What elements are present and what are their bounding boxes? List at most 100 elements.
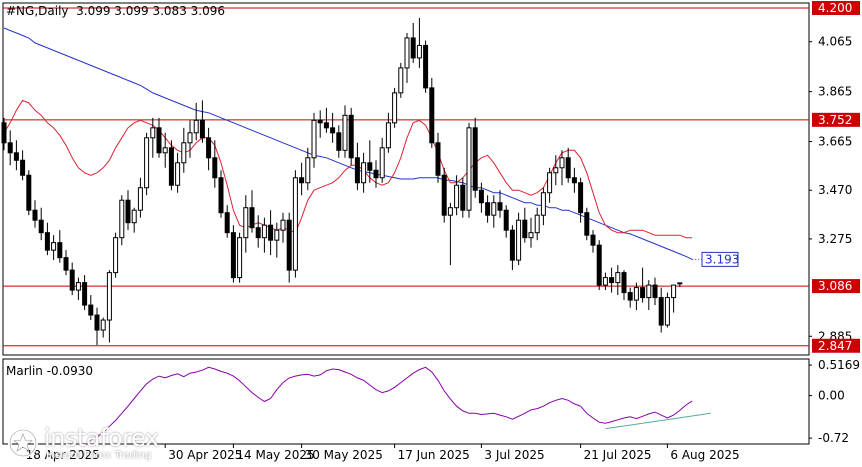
candle xyxy=(478,182,484,213)
candle xyxy=(522,207,528,243)
candle xyxy=(367,140,373,183)
candle xyxy=(404,32,410,83)
candle xyxy=(416,17,422,68)
candle xyxy=(379,137,385,183)
candle xyxy=(82,275,88,311)
candle-body-bear xyxy=(590,234,596,246)
price-level-tag-text: 3.752 xyxy=(818,113,852,127)
candle-body-bear xyxy=(677,282,683,285)
candle xyxy=(410,22,416,63)
candle-body-bull xyxy=(106,272,112,321)
candle-body-bear xyxy=(658,297,664,326)
candle-body-bull xyxy=(447,207,453,216)
candle-body-bull xyxy=(150,127,156,139)
candle xyxy=(224,205,230,238)
x-tick-label: 21 Jul 2025 xyxy=(584,448,652,462)
candle xyxy=(392,87,398,128)
candle-body-bear xyxy=(509,229,515,261)
candle xyxy=(249,190,255,233)
candle-body-bear xyxy=(286,219,292,271)
candle-body-bull xyxy=(187,132,193,144)
candle-body-bear xyxy=(44,232,50,251)
candle-body-bear xyxy=(156,127,162,154)
candle-body-bear xyxy=(249,207,255,229)
logo-wordmark: instaforex xyxy=(44,424,159,452)
candle xyxy=(261,217,267,253)
candle-body-bull xyxy=(137,187,143,211)
candle xyxy=(354,142,360,191)
candle xyxy=(94,307,100,346)
candle xyxy=(528,217,534,248)
candle-body-bull xyxy=(398,67,404,94)
indicator-tick-label: 0.00 xyxy=(818,389,845,403)
candle-body-bull xyxy=(633,287,639,301)
candle xyxy=(361,152,367,193)
candle-body-bear xyxy=(69,269,75,291)
candle-body-bear xyxy=(88,304,94,316)
candle xyxy=(113,232,119,278)
candle xyxy=(88,295,94,321)
candle xyxy=(323,107,329,133)
candle-body-bear xyxy=(596,244,602,286)
candle-body-bear xyxy=(32,209,38,221)
candle xyxy=(454,175,460,216)
candle-body-bull xyxy=(454,184,460,209)
candle-body-bear xyxy=(485,202,491,216)
main-pane-frame xyxy=(2,2,810,356)
candle-body-bear xyxy=(336,132,342,151)
candle xyxy=(503,205,509,238)
candle-body-bear xyxy=(323,122,329,129)
candle xyxy=(621,270,627,301)
candle-body-bear xyxy=(26,174,32,211)
candle-body-bull xyxy=(559,157,565,169)
candle-body-bull xyxy=(131,209,137,224)
candle-body-bear xyxy=(354,157,360,184)
candle-body-bear xyxy=(125,199,131,224)
candle xyxy=(330,112,336,143)
candle xyxy=(20,150,26,181)
candle-body-bear xyxy=(472,127,478,191)
candle-body-bull xyxy=(305,157,311,184)
candle xyxy=(206,127,212,171)
candle-body-bear xyxy=(478,189,484,204)
candle xyxy=(553,155,559,186)
candle-body-bear xyxy=(435,142,441,176)
candle-body-bull xyxy=(646,284,652,299)
candle xyxy=(131,207,137,233)
candle-body-bear xyxy=(565,157,571,179)
candle-body-bear xyxy=(460,184,466,211)
price-level-tag xyxy=(812,112,860,127)
x-tick-label: 18 Apr 2025 xyxy=(26,448,100,462)
candle-body-bear xyxy=(82,282,88,306)
price-level-tag xyxy=(812,338,860,353)
candle xyxy=(162,132,168,168)
candle xyxy=(237,232,243,283)
candle xyxy=(497,190,503,218)
candle xyxy=(509,225,515,271)
candle xyxy=(609,267,615,293)
ma-value-tag-text: 3.193 xyxy=(705,252,739,266)
candle xyxy=(212,140,218,188)
instaforex-logo: instaforex Instant Forex Trading xyxy=(4,424,180,464)
candle-body-bear xyxy=(652,284,658,299)
candle-body-bear xyxy=(627,292,633,301)
candle xyxy=(137,177,143,218)
candle xyxy=(292,170,298,278)
candle xyxy=(596,240,602,291)
candle xyxy=(199,100,205,143)
candle xyxy=(144,132,150,196)
candle xyxy=(571,167,577,193)
indicator-pane-frame xyxy=(2,358,810,445)
candle xyxy=(664,292,670,328)
candle-body-bear xyxy=(94,314,100,331)
y-tick-label: 3.865 xyxy=(818,85,852,99)
candle xyxy=(485,195,491,223)
y-tick-label: 4.065 xyxy=(818,35,852,49)
candle xyxy=(299,162,305,196)
logo-tagline: Instant Forex Trading xyxy=(46,450,152,461)
candle xyxy=(342,105,348,158)
moving-average-line xyxy=(3,27,693,260)
candle xyxy=(348,107,354,166)
candle-body-bull xyxy=(615,272,621,284)
